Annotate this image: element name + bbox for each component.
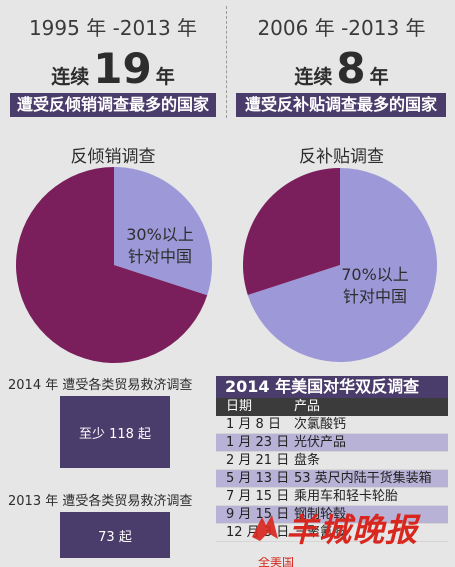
countervailing-banner: 遭受反补贴调查最多的国家 <box>236 93 446 117</box>
cell-date: 7 月 15 日 <box>226 489 290 504</box>
countervailing-annotation-line2: 针对中国 <box>343 287 407 306</box>
cell-date: 2 月 21 日 <box>226 453 290 468</box>
header-product: 产品 <box>294 399 321 414</box>
countervailing-slice-1 <box>243 168 340 295</box>
stat-2013-count: 73 起 <box>60 512 170 558</box>
cell-product: 钢制轮毂 <box>294 507 347 522</box>
antidumping-pie-title: 反倾销调查 <box>70 147 156 167</box>
header-date: 日期 <box>226 399 253 414</box>
table-body: 1 月 8 日次氯酸钙 1 月 23 日光伏产品 2 月 21 日盘条 5 月 13 … <box>216 416 448 542</box>
antidumping-period: 1995 年 -2013 年 <box>28 16 198 40</box>
countervailing-slice-0 <box>247 168 437 363</box>
newspaper-logo-icon <box>252 515 278 541</box>
streak-number: 19 <box>93 44 152 93</box>
countervailing-annotation-line1: 70%以上 <box>341 265 409 284</box>
antidumping-annotation-line2: 针对中国 <box>128 247 192 266</box>
countervailing-pie-title: 反补贴调查 <box>299 147 384 167</box>
antidumping-slice-0 <box>114 167 212 296</box>
countervailing-streak: 连续 8 年 <box>228 48 455 90</box>
table-row: 5 月 13 日 53 英尺内陆干货集装箱 <box>216 470 448 488</box>
cell-date: 9 月 15 日 <box>226 507 290 522</box>
cell-product: 光伏产品 <box>294 435 347 450</box>
antidumping-slice-1 <box>15 167 208 364</box>
antidumping-annotation-line1: 30%以上 <box>126 225 194 244</box>
table-title: 2014 年美国对华双反调查 <box>216 376 448 398</box>
cell-product: 盘条 <box>294 453 321 468</box>
cell-date: 1 月 8 日 <box>226 417 281 432</box>
double-investigation-table: 2014 年美国对华双反调查 日期 产品 1 月 8 日次氯酸钙 1 月 23 日… <box>216 376 448 542</box>
countervailing-period: 2006 年 -2013 年 <box>257 16 426 40</box>
cell-product: 三聚氰胺 <box>294 525 347 540</box>
cell-product: 53 英尺内陆干货集装箱 <box>294 471 432 486</box>
cell-product: 乘用车和轻卡轮胎 <box>294 489 399 504</box>
table-row: 1 月 23 日光伏产品 <box>216 434 448 452</box>
stat-2014-label: 2014 年 遭受各类贸易救济调查 <box>8 378 193 393</box>
cell-date: 1 月 23 日 <box>226 435 290 450</box>
stat-2013-count-text: 73 起 <box>98 529 132 545</box>
table-row: 2 月 21 日盘条 <box>216 452 448 470</box>
watermark-partial-caption: 全美国 <box>258 557 295 567</box>
watermark-text: 羊城晚报 <box>286 511 419 549</box>
cell-date: 5 月 13 日 <box>226 471 290 486</box>
table-row: 7 月 15 日乘用车和轻卡轮胎 <box>216 488 448 506</box>
streak-prefix: 连续 <box>294 66 333 88</box>
stat-2014-count: 至少 118 起 <box>60 396 170 468</box>
table-header: 日期 产品 <box>216 398 448 416</box>
streak-suffix: 年 <box>155 66 175 88</box>
streak-suffix: 年 <box>369 66 389 88</box>
column-divider <box>226 6 227 118</box>
newspaper-watermark: 羊城晚报 <box>248 505 418 551</box>
antidumping-streak: 连续 19 年 <box>0 48 226 90</box>
antidumping-banner: 遭受反倾销调查最多的国家 <box>10 93 216 117</box>
streak-prefix: 连续 <box>51 66 90 88</box>
table-row: 9 月 15 日钢制轮毂 <box>216 506 448 524</box>
table-row: 1 月 8 日次氯酸钙 <box>216 416 448 434</box>
countervailing-pie <box>243 168 437 363</box>
stat-2014-count-text: 至少 118 起 <box>78 426 152 442</box>
cell-product: 次氯酸钙 <box>294 417 347 432</box>
antidumping-pie <box>15 167 212 364</box>
stat-2013-label: 2013 年 遭受各类贸易救济调查 <box>8 494 193 509</box>
streak-number: 8 <box>336 44 366 93</box>
